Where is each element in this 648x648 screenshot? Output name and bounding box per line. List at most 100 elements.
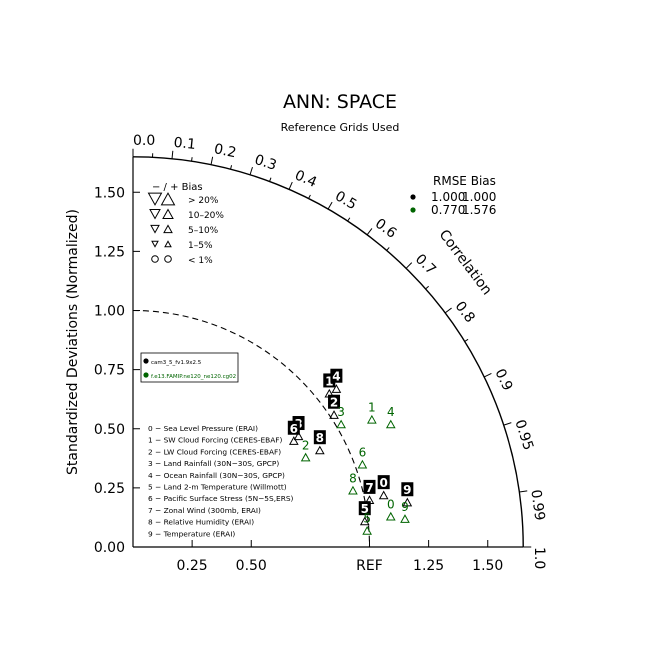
correlation-minor-tick <box>464 338 469 342</box>
data-point: 4 <box>385 405 396 429</box>
correlation-tick-label: 0.6 <box>372 216 399 242</box>
bias-legend-label: 5–10% <box>188 226 219 236</box>
data-point-label: 0 <box>387 497 395 511</box>
correlation-tick <box>171 150 174 159</box>
variable-legend-entry: 4 − Ocean Rainfall (30N−30S, GPCP) <box>148 471 285 480</box>
case-legend-label: cam3_5_fv1.9x2.5 <box>151 360 202 366</box>
correlation-tick-label: 0.1 <box>173 135 197 153</box>
legend-layer: − / + Bias > 20% 10–20% 5–10% 1–5% < 1% RMSE B… <box>140 174 496 538</box>
data-point: 5 <box>362 512 372 535</box>
bias-positive-marker <box>162 208 174 219</box>
variable-legend-entry: 9 − Temperature (ERAI) <box>148 529 235 538</box>
correlation-tick <box>327 201 333 210</box>
data-point-label: 4 <box>387 405 395 419</box>
data-point-label-bg <box>377 475 390 490</box>
rmse-legend-dot <box>410 207 416 213</box>
data-point-marker <box>300 452 311 462</box>
correlation-tick-label: 0.9 <box>491 366 515 393</box>
case-legend-dot <box>143 372 149 378</box>
bias-legend-header: − / + Bias <box>152 182 203 193</box>
data-point-marker <box>367 414 377 424</box>
data-point: 4 <box>330 368 343 393</box>
data-point-label: 9 <box>401 500 409 514</box>
correlation-tick <box>366 228 373 236</box>
variable-legend-entry: 6 − Pacific Surface Stress (5N−5S,ERS) <box>148 494 294 503</box>
data-point-marker <box>402 497 413 507</box>
correlation-tick-label: 0.7 <box>412 251 439 278</box>
correlation-minor-tick <box>308 194 311 199</box>
rmse-legend-header: RMSE Bias <box>433 174 496 188</box>
data-point: 3 <box>336 405 346 429</box>
data-point-label: 4 <box>332 370 340 384</box>
outer-arc <box>132 156 524 548</box>
data-point-marker <box>348 485 358 495</box>
marker-layer: 0123456789012345689 <box>287 368 414 535</box>
variable-legend-entry: 8 − Relative Humidity (ERAI) <box>148 518 254 527</box>
correlation-minor-tick <box>269 177 272 182</box>
data-point-label: 8 <box>349 471 357 485</box>
correlation-tick <box>288 181 293 190</box>
correlation-tick <box>444 307 452 314</box>
data-point-label: 1 <box>325 374 333 388</box>
bias-negative-marker <box>151 240 159 248</box>
y-tick-label: 1.00 <box>94 304 125 320</box>
rmse-legend-rmse: 1.000 <box>431 190 465 204</box>
bias-negative-marker <box>149 209 161 220</box>
y-tick-label: 0.75 <box>94 363 125 379</box>
data-point-label: 8 <box>316 431 324 445</box>
data-point-label-bg <box>401 482 414 497</box>
data-point-label: 2 <box>302 438 310 452</box>
correlation-tick-label: 0.95 <box>511 418 536 453</box>
x-tick-label: 0.25 <box>177 558 208 574</box>
data-point-marker <box>329 410 339 419</box>
correlation-minor-tick <box>425 285 429 290</box>
correlation-tick-label: 0.5 <box>332 188 359 213</box>
bias-positive-marker <box>164 255 172 263</box>
data-point-marker <box>288 436 299 445</box>
data-point: 0 <box>385 497 396 521</box>
rmse-legend-rmse: 0.770 <box>431 203 465 217</box>
bias-negative-marker <box>150 224 160 234</box>
y-tick-label: 0.25 <box>94 481 125 497</box>
bias-positive-marker <box>164 240 172 248</box>
variable-legend-entry: 3 − Land Rainfall (30N−30S, GPCP) <box>148 459 279 468</box>
data-point: 6 <box>357 445 368 469</box>
correlation-minor-tick <box>386 247 390 251</box>
data-point-marker <box>359 516 370 526</box>
correlation-tick-label: 1.0 <box>531 547 547 569</box>
data-point-marker <box>331 384 342 393</box>
correlation-label: Correlation <box>436 227 495 298</box>
data-point: 0 <box>377 475 390 500</box>
correlation-tick-label: 0.8 <box>452 298 478 325</box>
x-tick-label: REF <box>356 558 383 574</box>
data-point-marker <box>362 525 372 535</box>
data-point-marker <box>385 419 396 429</box>
variable-legend-entry: 2 − LW Cloud Forcing (CERES-EBAF) <box>148 447 281 456</box>
data-point: 9 <box>400 500 410 523</box>
data-point-label-bg <box>330 368 343 383</box>
data-point: 8 <box>313 430 326 455</box>
case-legend-label: f.e13.FAMIP.ne120_ne120.cg02 <box>151 374 236 380</box>
data-point-label: 5 <box>361 502 369 516</box>
reference-arc <box>132 309 371 548</box>
correlation-tick-label: 0.2 <box>213 141 238 161</box>
correlation-tick-label: 0.0 <box>133 133 155 149</box>
x-tick-label: 1.50 <box>472 558 503 574</box>
correlation-tick-label: 0.3 <box>252 152 278 174</box>
data-point-marker <box>364 495 375 504</box>
y-tick-label: 1.25 <box>94 244 125 260</box>
bias-legend-label: 10–20% <box>188 211 224 221</box>
variable-legend-entry: 0 − Sea Level Pressure (ERAI) <box>148 424 258 433</box>
data-point-marker <box>336 419 346 429</box>
data-point-label-bg <box>363 479 376 494</box>
data-point-label: 6 <box>359 445 367 459</box>
bias-negative-marker <box>147 192 163 206</box>
data-point-label: 7 <box>365 481 373 495</box>
correlation-tick <box>249 166 253 175</box>
bias-legend-label: 1–5% <box>188 241 213 251</box>
data-point-label: 5 <box>363 512 371 526</box>
data-point-label: 9 <box>403 483 411 497</box>
x-tick-label: 1.25 <box>413 558 444 574</box>
data-point-label: 1 <box>368 400 376 414</box>
